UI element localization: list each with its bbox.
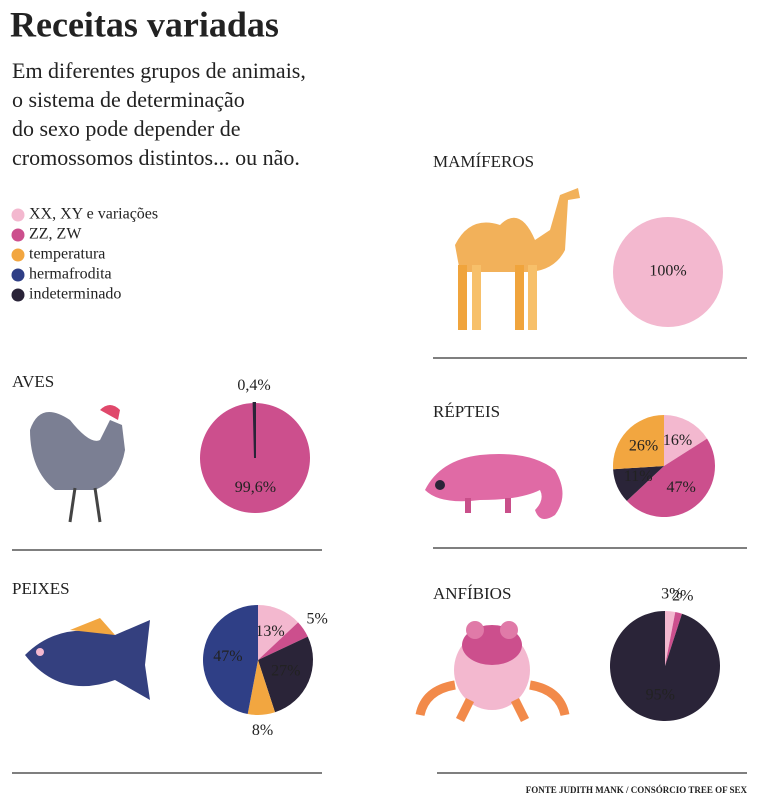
pie-slice xyxy=(252,401,256,459)
pie-title: PEIXES xyxy=(12,579,70,598)
subtitle-line: do sexo pode depender de xyxy=(12,116,240,141)
camel-illustration xyxy=(455,188,580,330)
legend-swatch xyxy=(11,228,25,242)
legend-swatch xyxy=(11,208,25,222)
title: Receitas variadas xyxy=(10,4,279,44)
legend-swatch xyxy=(11,248,25,262)
legend-label: XX, XY e variações xyxy=(29,206,158,223)
value-label: 47% xyxy=(667,479,696,496)
pie-slice xyxy=(664,415,708,466)
pie-title: RÉPTEIS xyxy=(433,402,500,421)
pie-slice xyxy=(258,622,308,660)
pie-slice xyxy=(626,438,716,518)
pie-title: AVES xyxy=(12,372,54,391)
subtitle-line: Em diferentes grupos de animais, xyxy=(12,58,306,83)
value-label: 99,6% xyxy=(235,479,276,496)
value-label: 2% xyxy=(672,587,693,604)
subtitle-line: cromossomos distintos... ou não. xyxy=(12,145,300,170)
legend-label: temperatura xyxy=(29,246,105,263)
value-label: 5% xyxy=(306,610,327,627)
frog-illustration xyxy=(415,621,570,723)
legend-swatch xyxy=(11,268,25,282)
pie-slice xyxy=(247,660,275,715)
value-label: 95% xyxy=(646,687,675,704)
legend-label: hermafrodita xyxy=(29,266,112,283)
pie-slice xyxy=(613,466,664,501)
pie-slice xyxy=(610,611,720,721)
pie-slice xyxy=(613,217,723,327)
chameleon-illustration xyxy=(425,454,563,519)
legend-label: ZZ, ZW xyxy=(29,226,82,243)
legend-label: indeterminado xyxy=(29,286,121,303)
value-label: 13% xyxy=(255,623,284,640)
rooster-illustration xyxy=(30,405,125,523)
value-label: 27% xyxy=(271,663,300,680)
value-label: 16% xyxy=(663,432,692,449)
value-label: 100% xyxy=(649,263,686,280)
subtitle-line: o sistema de determinação xyxy=(12,87,245,112)
fish-illustration xyxy=(25,618,150,700)
value-label: 11% xyxy=(624,468,653,485)
pie-slice xyxy=(665,611,676,666)
value-label: 3% xyxy=(661,585,682,602)
source: FONTE JUDITH MANK / CONSÓRCIO TREE OF SE… xyxy=(526,785,748,795)
pie-slice xyxy=(665,611,682,666)
legend-swatch xyxy=(11,288,25,302)
value-label: 47% xyxy=(213,648,242,665)
pie-slice xyxy=(613,415,664,470)
pie-title: ANFÍBIOS xyxy=(433,584,511,603)
value-label: 26% xyxy=(629,437,658,454)
pie-slice xyxy=(258,605,299,660)
pie-title: MAMÍFEROS xyxy=(433,152,534,171)
pie-slice xyxy=(258,636,313,713)
value-label: 8% xyxy=(252,722,273,739)
pie-slice xyxy=(202,605,258,715)
value-label: 0,4% xyxy=(237,377,270,394)
